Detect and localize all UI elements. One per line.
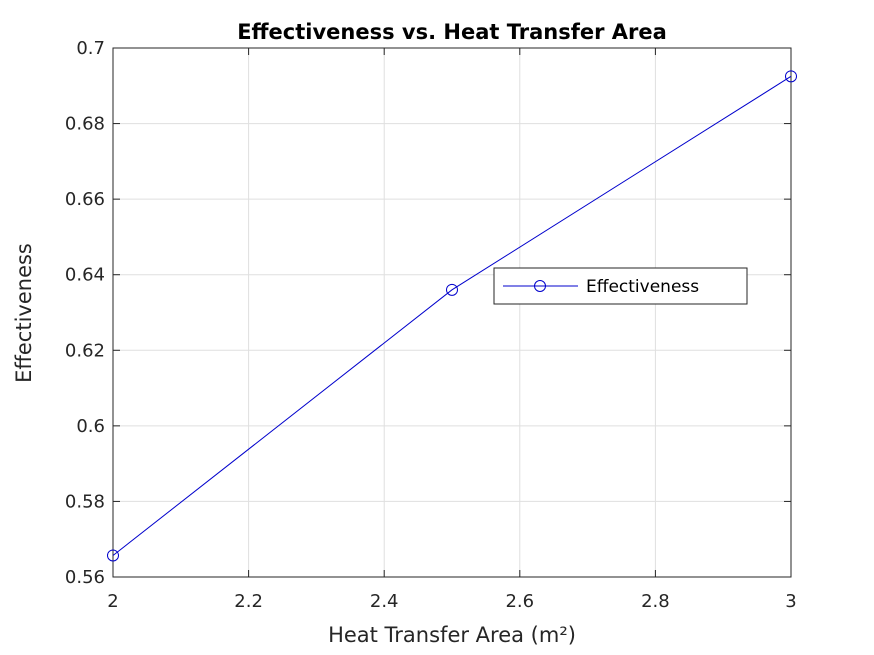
- y-axis-label: Effectiveness: [12, 243, 36, 383]
- ticks: 2 2.2 2.4 2.6 2.8 3 0.56 0.58 0.6 0.62 0.64 0.66 0.6…: [65, 38, 797, 612]
- x-tick-label: 3: [785, 591, 796, 612]
- plot-frame: [112, 47, 792, 578]
- y-tick-label: 0.58: [65, 491, 105, 512]
- chart-title: Effectiveness vs. Heat Transfer Area: [237, 20, 667, 44]
- y-tick-label: 0.66: [65, 189, 105, 210]
- x-tick-label: 2.8: [641, 591, 670, 612]
- data-point: [107, 549, 119, 562]
- series-layer: [107, 70, 797, 562]
- y-tick-label: 0.68: [65, 114, 105, 135]
- x-tick-label: 2.6: [505, 591, 534, 612]
- x-tick-label: 2: [107, 591, 118, 612]
- y-tick-label: 0.62: [65, 340, 105, 361]
- x-axis-label: Heat Transfer Area (m²): [328, 623, 576, 647]
- y-tick-label: 0.56: [65, 567, 105, 588]
- series-line: [112, 75, 792, 556]
- y-tick-label: 0.6: [76, 416, 105, 437]
- legend: Effectiveness: [493, 267, 748, 305]
- legend-marker: [534, 280, 546, 292]
- grid: [113, 48, 791, 577]
- x-tick-label: 2.2: [234, 591, 263, 612]
- data-point: [446, 283, 458, 296]
- y-tick-label: 0.64: [65, 265, 105, 286]
- data-point: [785, 70, 797, 83]
- x-tick-label: 2.4: [370, 591, 399, 612]
- legend-label: Effectiveness: [586, 277, 699, 297]
- y-tick-label: 0.7: [76, 38, 105, 59]
- plot-area: [113, 48, 791, 577]
